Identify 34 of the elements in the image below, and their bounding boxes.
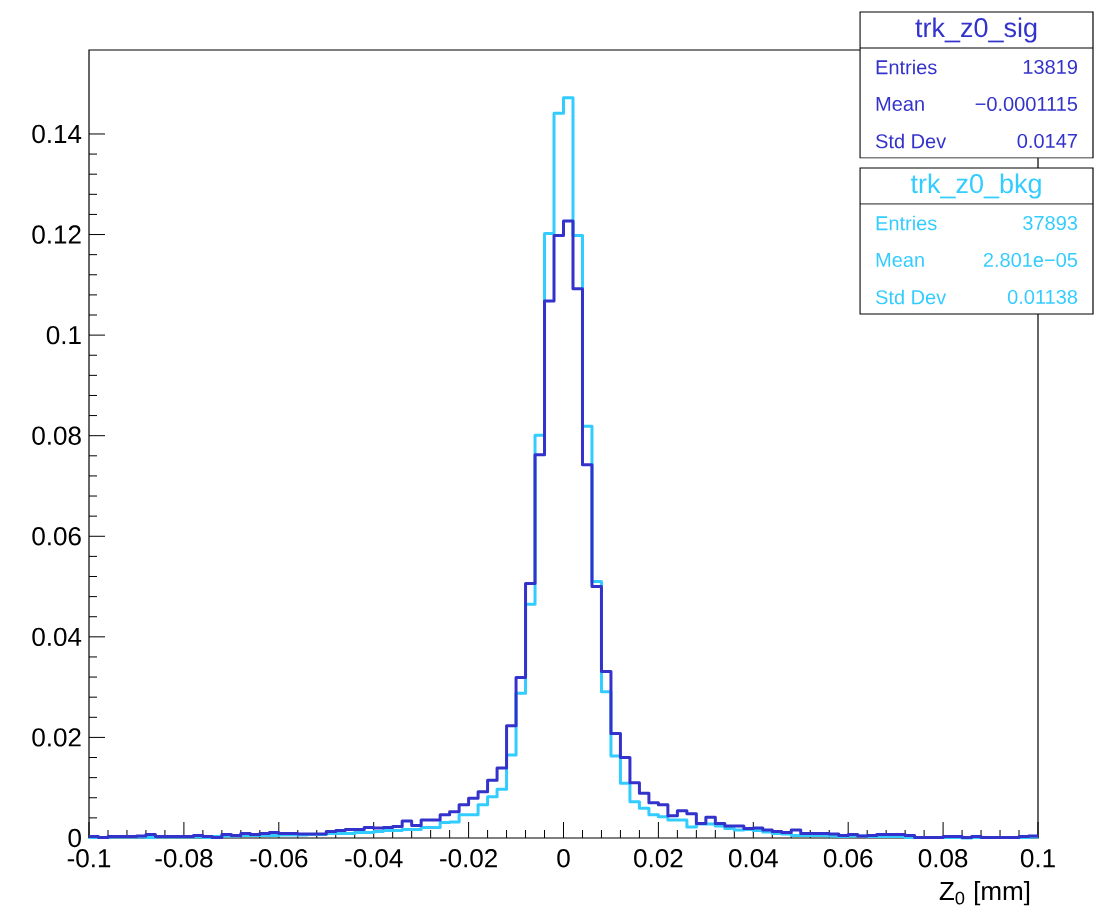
y-tick-label: 0.12 — [32, 225, 81, 244]
y-tick-label: 0.02 — [32, 728, 81, 747]
x-tick-label: 0.04 — [729, 849, 778, 868]
x-tick-label: -0.1 — [67, 849, 111, 868]
x-tick-label: 0.06 — [823, 849, 873, 868]
y-tick-label: 0.1 — [46, 325, 81, 345]
annotation: 37893 — [1023, 215, 1078, 231]
text: trk_z0_bkg — [910, 173, 1041, 199]
y-tick-label: 0.14 — [32, 124, 82, 144]
annotation: Std Dev — [875, 133, 947, 149]
y-tick-label: 0 — [68, 828, 81, 848]
x-tick-label: -0.08 — [155, 849, 213, 868]
annotation: 13819 — [1023, 59, 1077, 75]
annotation: Mean — [876, 97, 924, 111]
annotation: 0.01138 — [1007, 289, 1078, 305]
annotation: Entries — [876, 59, 937, 75]
x-tick-label: -0.04 — [345, 849, 403, 868]
x-tick-label: 0 — [557, 849, 570, 868]
x-tick-label: -0.06 — [250, 849, 308, 868]
annotation: 2.801e−05 — [983, 252, 1078, 268]
y-tick-label: 0.08 — [32, 426, 81, 445]
text: trk_z0_sig — [915, 17, 1037, 43]
annotation: Std Dev — [875, 289, 947, 305]
annotation: 0.0147 — [1017, 133, 1077, 149]
x-tick-label: 0.08 — [918, 849, 968, 868]
x-tick-label: 0.1 — [1020, 849, 1055, 868]
annotation: Entries — [876, 215, 937, 231]
y-tick-label: 0.04 — [32, 627, 82, 647]
annotation: −0.0001115 — [975, 96, 1078, 112]
y-tick-label: 0.06 — [32, 527, 81, 546]
annotation: Mean — [876, 253, 924, 267]
x-tick-label: 0.02 — [634, 849, 683, 868]
x-axis-title: Z$_{0}$ [mm] — [939, 881, 1030, 906]
x-tick-label: -0.02 — [440, 849, 497, 868]
